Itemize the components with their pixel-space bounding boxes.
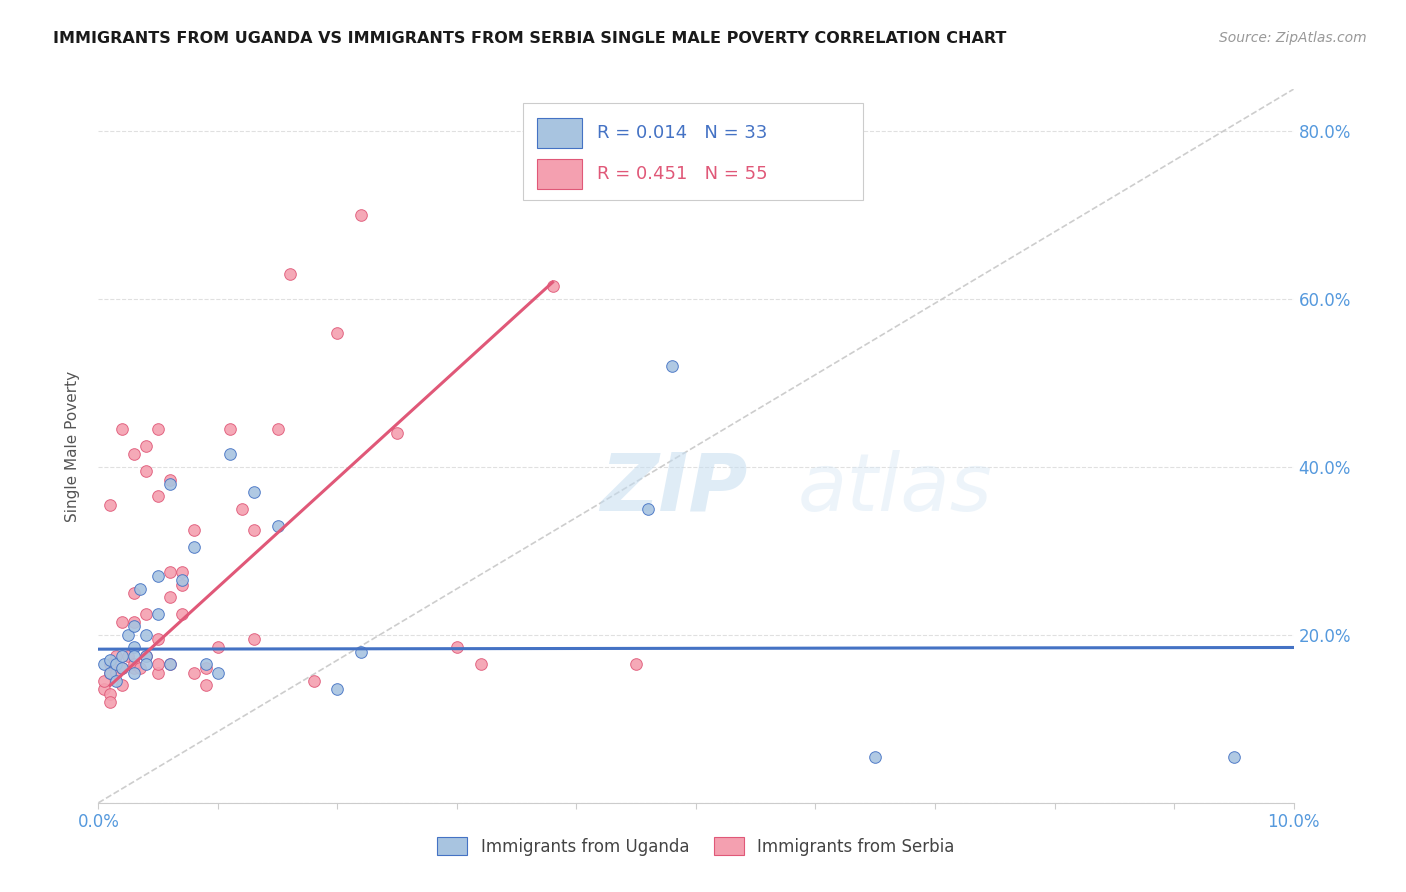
Point xyxy=(148,569,170,583)
Point xyxy=(172,574,194,588)
Point xyxy=(98,665,122,680)
Point xyxy=(93,674,115,689)
Point xyxy=(350,645,373,659)
Point xyxy=(124,586,146,600)
Point xyxy=(129,661,152,675)
Point xyxy=(111,422,134,436)
Point xyxy=(105,648,128,663)
Point xyxy=(93,682,115,697)
Point xyxy=(183,523,205,537)
Text: Source: ZipAtlas.com: Source: ZipAtlas.com xyxy=(1219,31,1367,45)
Point xyxy=(124,615,146,630)
Point xyxy=(243,523,266,537)
Point xyxy=(135,464,157,478)
Point xyxy=(302,674,325,689)
Point xyxy=(159,473,181,487)
Point xyxy=(326,682,349,697)
Point xyxy=(195,661,218,675)
Point xyxy=(124,640,146,655)
Point xyxy=(172,565,194,579)
Point xyxy=(183,665,205,680)
Point xyxy=(111,648,134,663)
Point xyxy=(172,577,194,591)
Y-axis label: Single Male Poverty: Single Male Poverty xyxy=(65,370,80,522)
Point xyxy=(124,619,146,633)
Point xyxy=(159,657,181,672)
Point xyxy=(124,648,146,663)
Point xyxy=(267,422,290,436)
Point xyxy=(135,607,157,621)
Point xyxy=(98,657,122,672)
Point xyxy=(124,657,146,672)
Point xyxy=(129,582,152,596)
Point xyxy=(135,657,157,672)
Point xyxy=(219,422,242,436)
Point xyxy=(148,665,170,680)
Text: ZIP: ZIP xyxy=(600,450,748,528)
Point xyxy=(105,657,128,672)
Point xyxy=(231,502,253,516)
Point xyxy=(470,657,492,672)
Point xyxy=(98,687,122,701)
Point xyxy=(111,615,134,630)
Point xyxy=(267,518,290,533)
Point xyxy=(148,489,170,503)
Point xyxy=(135,648,157,663)
Point xyxy=(172,607,194,621)
FancyBboxPatch shape xyxy=(523,103,863,200)
Point xyxy=(195,678,218,692)
Point xyxy=(111,661,134,675)
Point xyxy=(93,657,115,672)
Point xyxy=(98,498,122,512)
Point xyxy=(98,695,122,709)
Point xyxy=(183,540,205,554)
Point xyxy=(124,447,146,461)
Bar xyxy=(537,119,582,148)
Point xyxy=(148,607,170,621)
Legend: Immigrants from Uganda, Immigrants from Serbia: Immigrants from Uganda, Immigrants from … xyxy=(430,830,962,863)
Point xyxy=(105,665,128,680)
Point xyxy=(278,267,301,281)
Point xyxy=(1223,749,1246,764)
Point xyxy=(195,657,218,672)
Point xyxy=(148,632,170,646)
Point xyxy=(661,359,683,374)
Point xyxy=(111,678,134,692)
Point xyxy=(626,657,648,672)
Text: R = 0.014   N = 33: R = 0.014 N = 33 xyxy=(596,125,768,143)
Point xyxy=(159,590,181,604)
Point xyxy=(98,653,122,667)
Point xyxy=(148,657,170,672)
Point xyxy=(207,665,229,680)
Point xyxy=(385,426,409,441)
Text: R = 0.451   N = 55: R = 0.451 N = 55 xyxy=(596,165,768,183)
Point xyxy=(159,657,181,672)
Point xyxy=(135,439,157,453)
Point xyxy=(124,665,146,680)
Point xyxy=(98,665,122,680)
Point xyxy=(865,749,887,764)
Bar xyxy=(537,159,582,189)
Point xyxy=(117,628,139,642)
Text: atlas: atlas xyxy=(797,450,993,528)
Point xyxy=(637,502,659,516)
Point xyxy=(326,326,349,340)
Point xyxy=(446,640,468,655)
Point xyxy=(219,447,242,461)
Point xyxy=(117,648,139,663)
Point xyxy=(111,661,134,675)
Point xyxy=(159,476,181,491)
Point xyxy=(105,674,128,689)
Point xyxy=(243,485,266,500)
Point xyxy=(350,208,373,222)
Point xyxy=(207,640,229,655)
Point xyxy=(541,279,564,293)
Point xyxy=(124,661,146,675)
Point xyxy=(159,565,181,579)
Text: IMMIGRANTS FROM UGANDA VS IMMIGRANTS FROM SERBIA SINGLE MALE POVERTY CORRELATION: IMMIGRANTS FROM UGANDA VS IMMIGRANTS FRO… xyxy=(53,31,1007,46)
Point xyxy=(148,422,170,436)
Point xyxy=(135,648,157,663)
Point xyxy=(135,628,157,642)
Point xyxy=(243,632,266,646)
